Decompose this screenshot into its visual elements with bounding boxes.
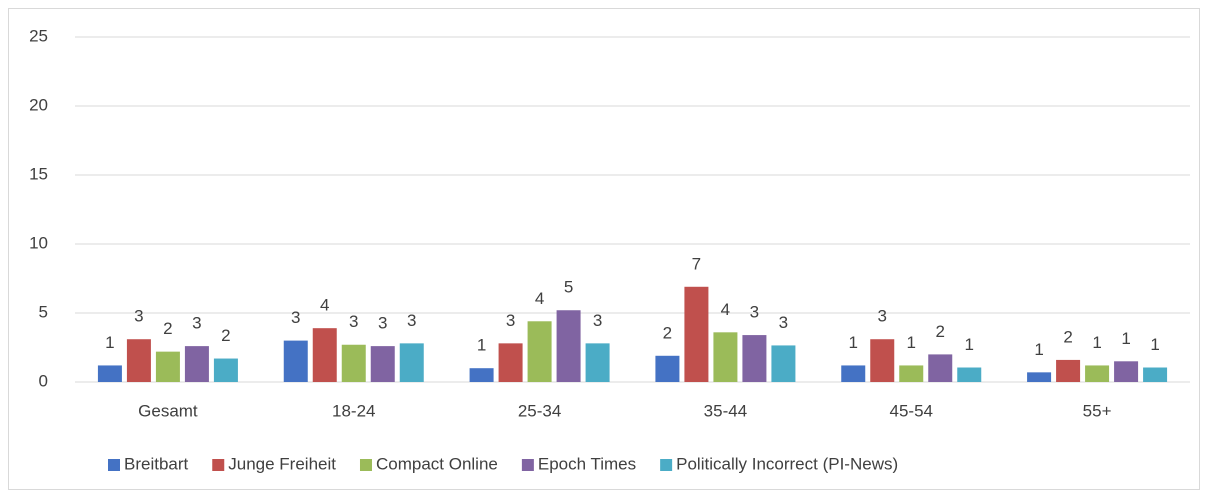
- bar: [469, 368, 494, 382]
- bar: [312, 328, 337, 382]
- y-tick-label: 5: [39, 302, 48, 321]
- data-label: 3: [291, 308, 300, 327]
- data-label: 1: [1150, 335, 1159, 354]
- bar: [742, 335, 767, 382]
- legend-label: Compact Online: [376, 454, 498, 473]
- y-tick-label: 15: [29, 164, 48, 183]
- bar: [527, 321, 552, 382]
- legend-swatch: [108, 459, 120, 471]
- legend-swatch: [212, 459, 225, 471]
- legend-label: Junge Freiheit: [228, 454, 336, 473]
- data-label: 1: [477, 336, 486, 355]
- data-label: 7: [692, 254, 701, 273]
- bar: [870, 339, 895, 382]
- data-label: 3: [593, 311, 602, 330]
- data-label: 4: [535, 289, 544, 308]
- data-label: 3: [349, 312, 358, 331]
- legend-label: Epoch Times: [538, 454, 636, 473]
- bar: [155, 351, 180, 382]
- x-tick-label: Gesamt: [138, 401, 198, 420]
- bar: [399, 343, 424, 382]
- y-tick-label: 25: [29, 26, 48, 45]
- bar: [655, 355, 680, 382]
- data-label: 3: [378, 314, 387, 333]
- data-label: 3: [192, 314, 201, 333]
- data-label: 3: [506, 311, 515, 330]
- data-label: 3: [134, 307, 143, 326]
- legend-swatch: [521, 459, 534, 471]
- bar: [498, 343, 523, 382]
- y-tick-label: 10: [29, 233, 48, 252]
- x-tick-label: 18-24: [332, 401, 375, 420]
- bar: [1056, 359, 1081, 382]
- bar: [283, 340, 308, 382]
- data-label: 3: [750, 303, 759, 322]
- data-label: 4: [320, 296, 329, 315]
- data-label: 4: [721, 300, 730, 319]
- data-label: 1: [907, 333, 916, 352]
- data-label: 2: [1063, 327, 1072, 346]
- data-label: 1: [965, 335, 974, 354]
- data-label: 1: [1121, 329, 1130, 348]
- x-tick-label: 55+: [1083, 401, 1112, 420]
- bar: [1114, 361, 1139, 382]
- x-tick-label: 25-34: [518, 401, 561, 420]
- data-label: 2: [663, 323, 672, 342]
- bar: [341, 344, 366, 382]
- bar: [370, 346, 395, 382]
- data-label: 2: [936, 322, 945, 341]
- chart-frame: [8, 8, 1200, 490]
- bar: [184, 346, 209, 382]
- bar: [957, 367, 982, 382]
- x-tick-label: 35-44: [704, 401, 747, 420]
- data-label: 3: [779, 313, 788, 332]
- bar: [1085, 365, 1110, 382]
- data-label: 1: [1092, 333, 1101, 352]
- y-tick-label: 20: [29, 95, 48, 114]
- data-label: 2: [163, 319, 172, 338]
- bar: [1027, 372, 1052, 382]
- bar: [97, 365, 122, 382]
- bar: [585, 343, 610, 382]
- data-label: 3: [407, 311, 416, 330]
- bar: [771, 345, 796, 382]
- data-label: 1: [849, 333, 858, 352]
- legend-label: Politically Incorrect (PI-News): [676, 454, 898, 473]
- bar: [1143, 367, 1168, 382]
- legend-swatch: [359, 459, 372, 471]
- data-label: 5: [564, 278, 573, 297]
- data-label: 2: [221, 326, 230, 345]
- data-label: 1: [105, 333, 114, 352]
- bar: [213, 358, 238, 382]
- bar: [899, 365, 924, 382]
- data-label: 3: [878, 307, 887, 326]
- bar: [841, 365, 866, 382]
- bar: [928, 354, 953, 382]
- bar: [713, 332, 738, 382]
- legend-label: Breitbart: [124, 454, 189, 473]
- x-tick-label: 45-54: [890, 401, 933, 420]
- data-label: 1: [1034, 340, 1043, 359]
- legend-swatch: [660, 459, 673, 471]
- bar: [684, 286, 709, 382]
- bar: [556, 310, 581, 382]
- bar: [126, 339, 151, 382]
- y-tick-label: 0: [39, 371, 48, 390]
